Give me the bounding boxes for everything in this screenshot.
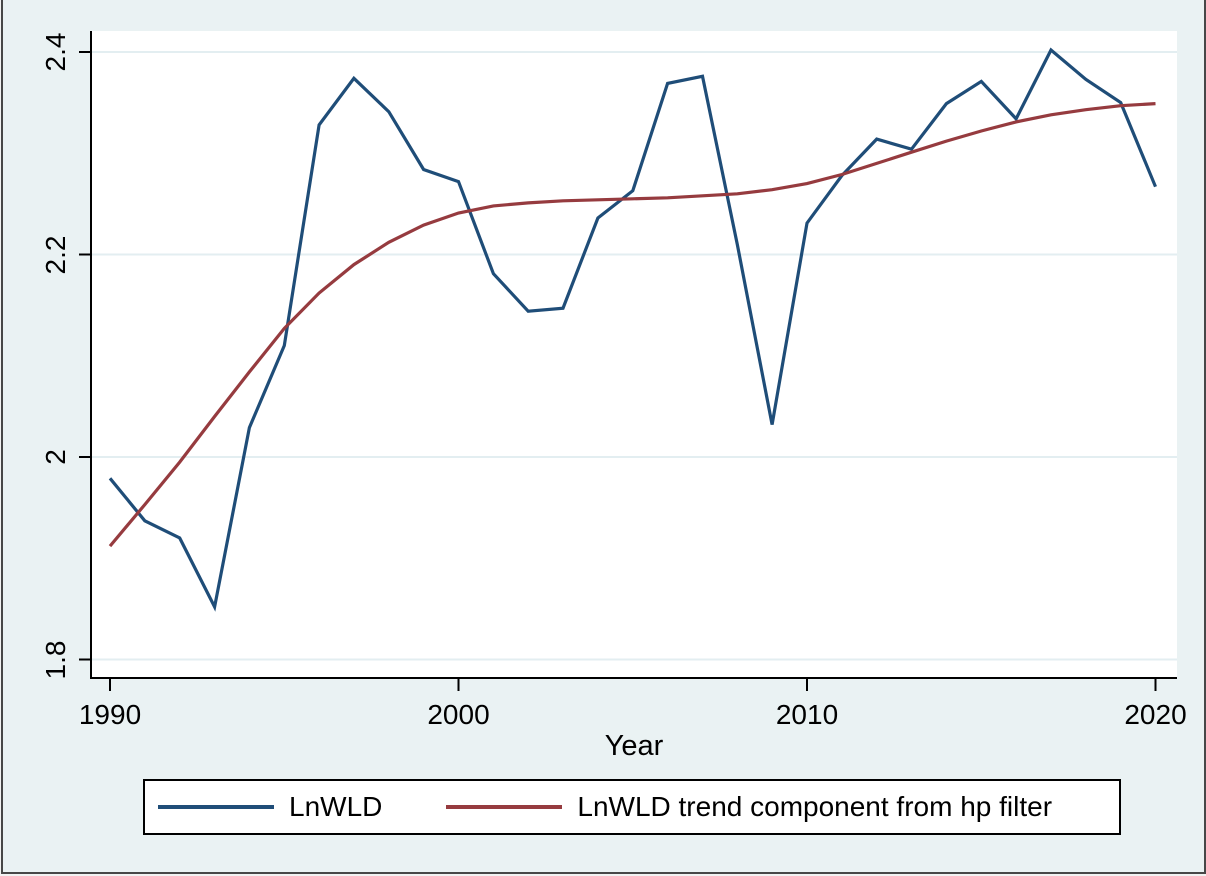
- lnwld-line-swatch: [158, 805, 274, 809]
- legend-box: LnWLD LnWLD trend component from hp filt…: [143, 779, 1121, 835]
- legend-label-trend: LnWLD trend component from hp filter: [577, 791, 1053, 822]
- series-lines: [108, 47, 1157, 612]
- legend-label-lnwld: LnWLD: [289, 791, 383, 822]
- x-axis-title: Year: [604, 730, 664, 762]
- axes: [79, 31, 1177, 691]
- y-tick-label: 1.8: [40, 640, 71, 679]
- series-line-0: [108, 47, 1157, 612]
- x-tick-label: 2000: [427, 699, 490, 730]
- y-tick-label: 2.2: [40, 235, 71, 274]
- trend-line-swatch: [446, 805, 563, 809]
- y-tick-label: 2.4: [40, 32, 71, 72]
- x-tick-label: 2010: [775, 699, 839, 730]
- x-tick-label: 2020: [1124, 699, 1187, 730]
- plot-area: [91, 31, 1177, 678]
- x-tick-label: 1990: [78, 699, 142, 730]
- gridlines: [91, 51, 1177, 661]
- series-line-1: [108, 102, 1156, 548]
- y-tick-label: 2: [40, 449, 71, 465]
